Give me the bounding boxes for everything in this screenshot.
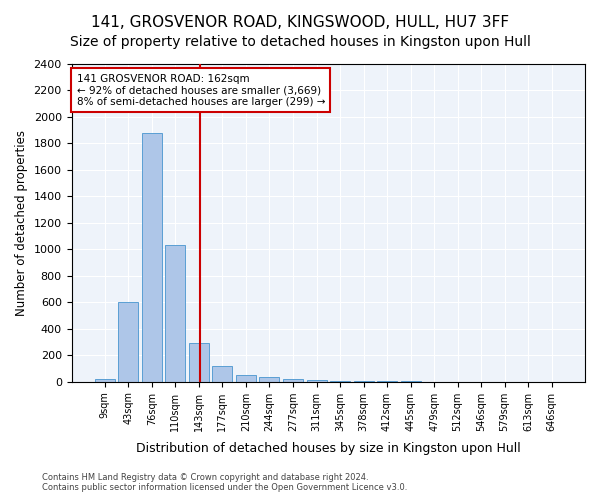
- Bar: [330, 381, 350, 382]
- X-axis label: Distribution of detached houses by size in Kingston upon Hull: Distribution of detached houses by size …: [136, 442, 521, 455]
- Bar: [189, 344, 209, 382]
- Bar: [118, 302, 139, 382]
- Bar: [283, 379, 303, 382]
- Bar: [259, 377, 280, 382]
- Bar: [236, 375, 256, 382]
- Text: Contains HM Land Registry data © Crown copyright and database right 2024.
Contai: Contains HM Land Registry data © Crown c…: [42, 473, 407, 492]
- Bar: [307, 380, 326, 382]
- Bar: [142, 133, 162, 382]
- Bar: [166, 246, 185, 382]
- Bar: [353, 381, 374, 382]
- Text: 141, GROSVENOR ROAD, KINGSWOOD, HULL, HU7 3FF: 141, GROSVENOR ROAD, KINGSWOOD, HULL, HU…: [91, 15, 509, 30]
- Bar: [95, 379, 115, 382]
- Bar: [212, 366, 232, 382]
- Y-axis label: Number of detached properties: Number of detached properties: [15, 130, 28, 316]
- Text: Size of property relative to detached houses in Kingston upon Hull: Size of property relative to detached ho…: [70, 35, 530, 49]
- Text: 141 GROSVENOR ROAD: 162sqm
← 92% of detached houses are smaller (3,669)
8% of se: 141 GROSVENOR ROAD: 162sqm ← 92% of deta…: [77, 74, 325, 106]
